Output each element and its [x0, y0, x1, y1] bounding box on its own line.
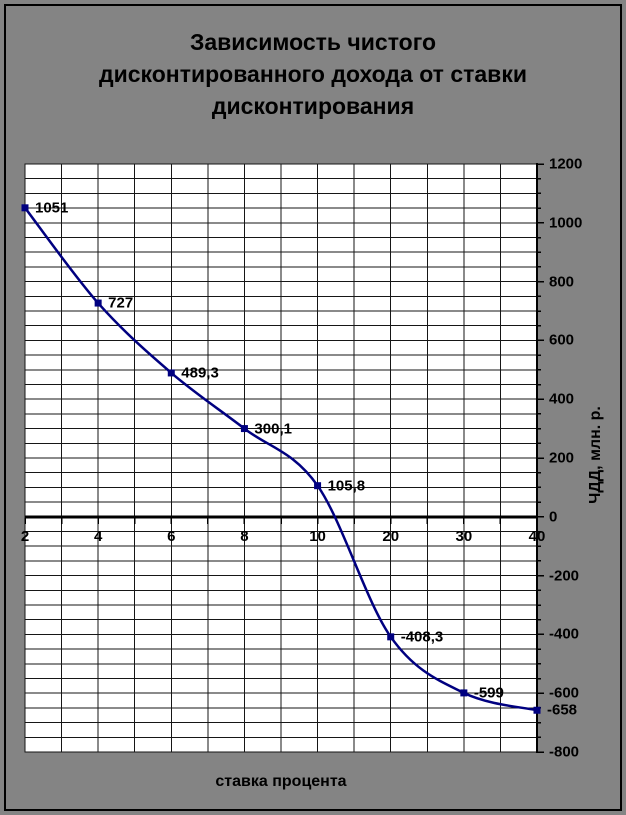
data-point-label: -658	[547, 701, 578, 719]
x-axis-ticks	[24, 517, 538, 524]
gridlines	[24, 163, 538, 753]
y-axis-tick-label: 1000	[549, 214, 583, 232]
data-point-label: 300,1	[254, 420, 292, 438]
data-point-marker	[240, 425, 248, 433]
data-point-marker	[387, 633, 395, 641]
data-point-marker	[94, 299, 102, 307]
data-point-label: -408,3	[400, 628, 444, 646]
data-point-label: 727	[108, 294, 134, 312]
x-axis-tick-label: 4	[93, 527, 103, 545]
data-point-label: 489,3	[181, 364, 219, 382]
data-point-label: -599	[473, 684, 504, 702]
data-point-marker	[533, 706, 541, 714]
y-axis-tick-label: 800	[549, 273, 575, 291]
series-line	[23, 206, 539, 712]
x-axis-tick-label: 6	[167, 527, 176, 545]
data-point-marker	[21, 204, 29, 212]
y-axis-ticks	[537, 163, 544, 753]
y-axis-tick-label: -600	[549, 684, 580, 702]
y-axis-tick-label: -400	[549, 625, 580, 643]
y-axis-tick-label: 1200	[549, 155, 583, 173]
x-axis-title: ставка процента	[215, 773, 347, 790]
y-axis-tick-label: 0	[549, 508, 558, 526]
chart-title: Зависимость чистого дисконтированного до…	[99, 29, 527, 119]
y-axis-title: ЧДД, млн. р.	[587, 406, 604, 504]
data-point-label: 1051	[35, 199, 69, 217]
x-axis-tick-label: 10	[309, 527, 326, 545]
x-axis-tick-label: 2	[20, 527, 30, 545]
x-axis-tick-label: 20	[382, 527, 400, 545]
data-point-marker	[460, 689, 468, 697]
y-axis-tick-label: 200	[549, 449, 575, 467]
data-point-marker	[167, 369, 175, 377]
y-axis-tick-label: 600	[549, 331, 575, 349]
y-axis-tick-label: -800	[549, 743, 580, 761]
chart-border-frame	[4, 4, 622, 811]
y-axis-tick-label: 400	[549, 390, 575, 408]
series-markers	[21, 204, 541, 714]
x-axis-tick-label: 40	[528, 527, 546, 545]
data-point-label: 105,8	[327, 477, 366, 495]
x-axis-tick-label: 30	[455, 527, 473, 545]
y-axis-tick-label: -200	[549, 567, 580, 585]
data-point-marker	[314, 482, 322, 490]
x-axis-tick-label: 8	[240, 527, 249, 545]
